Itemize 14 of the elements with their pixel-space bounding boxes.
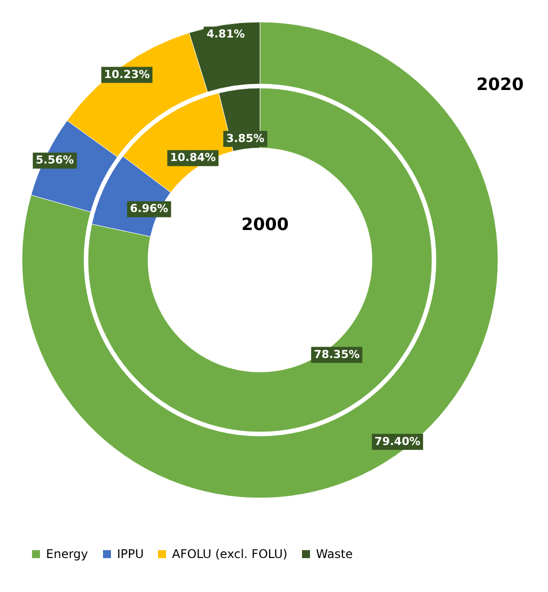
data-label: 3.85%	[226, 132, 264, 145]
legend-label: Waste	[316, 547, 353, 562]
legend-label: IPPU	[117, 547, 144, 562]
slice-label: 2000	[241, 215, 289, 235]
data-label: 10.84%	[170, 151, 216, 164]
data-label: 10.23%	[104, 68, 150, 81]
legend-label: Energy	[46, 547, 88, 562]
slice-label: 2020	[476, 75, 524, 95]
data-label: 6.96%	[130, 202, 168, 216]
data-label: 79.40%	[374, 434, 420, 448]
data-label: 4.81%	[206, 28, 245, 41]
data-label: 5.56%	[36, 154, 74, 167]
legend-label: AFOLU (excl. FOLU)	[172, 547, 288, 562]
data-label: 78.35%	[314, 348, 360, 361]
